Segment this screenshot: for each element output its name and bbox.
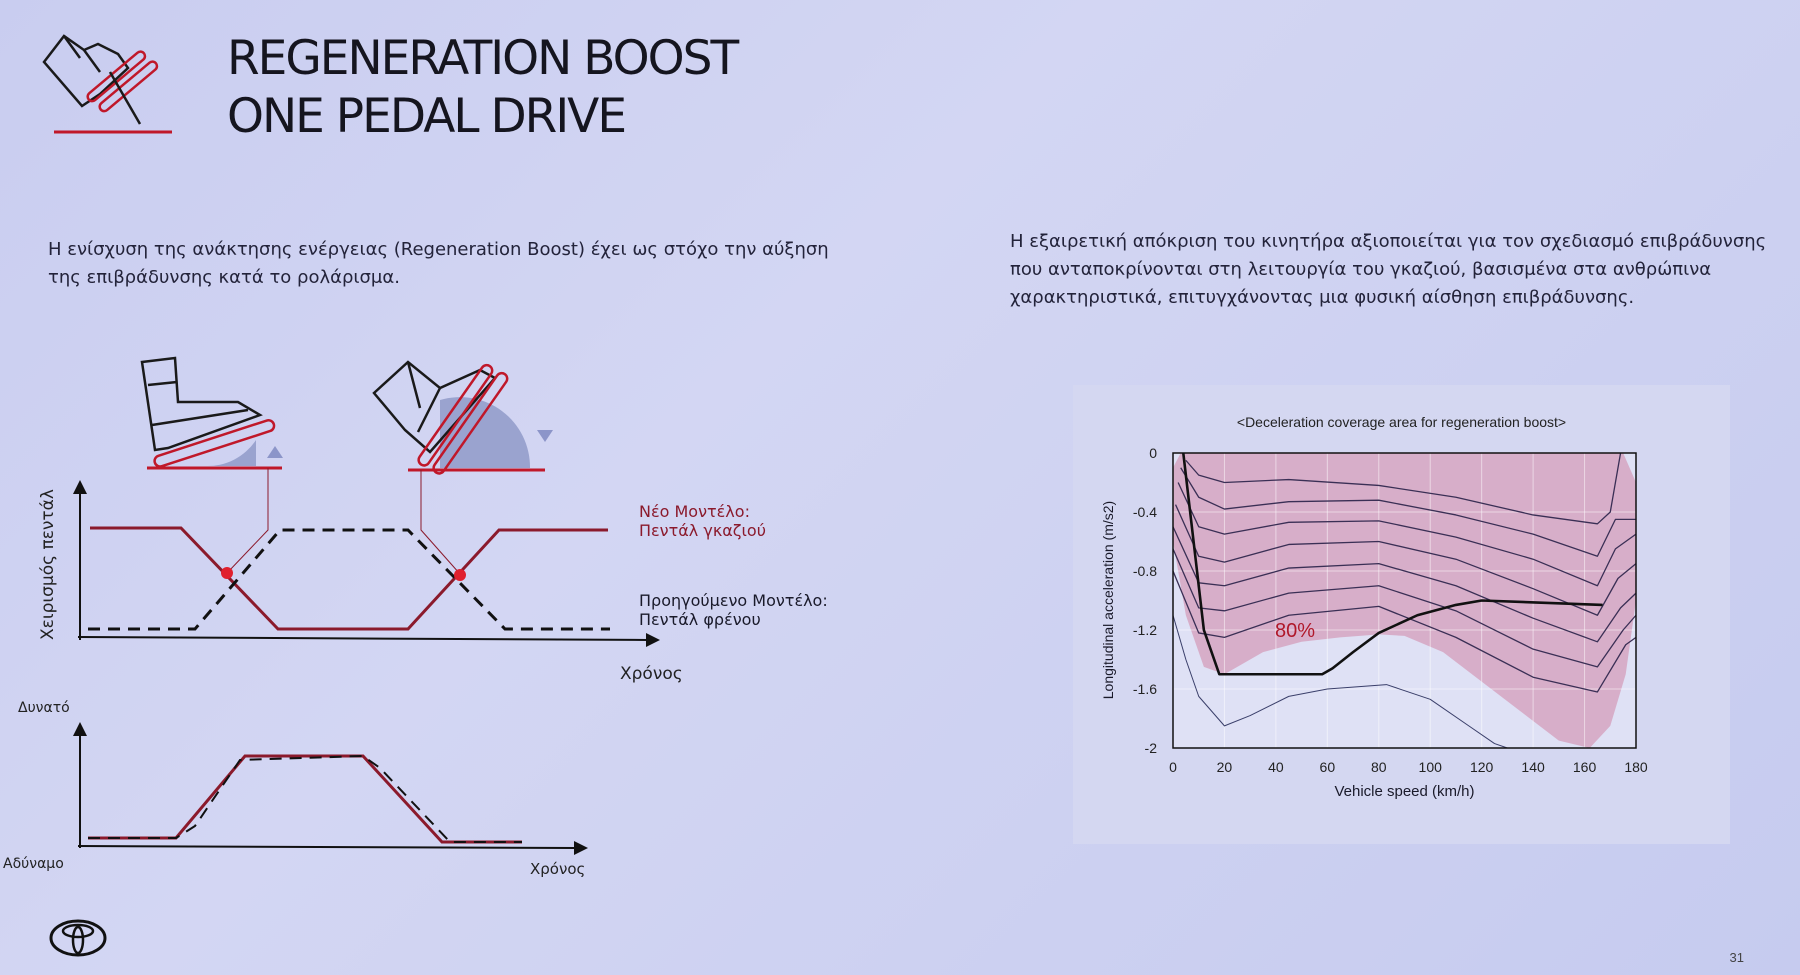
contour-line [1172, 526, 1637, 643]
legend-new-model-line1: Νέο Μοντέλο: [639, 502, 750, 521]
legend-previous-model-line1: Προηγούμενο Μοντέλο: [639, 591, 828, 610]
weak-label: Αδύναμο [3, 856, 64, 872]
contour-line [1177, 482, 1637, 587]
chart-y-label: Longitudinal acceleration (m/s2) [1100, 500, 1116, 700]
time-axis-label-2: Χρόνος [530, 860, 586, 878]
y-tick-label: -1.2 [1133, 622, 1157, 638]
y-tick-label: -0.8 [1133, 563, 1157, 579]
time-axis-label: Χρόνος [620, 664, 683, 684]
page-title: REGENERATION BOOST ONE PEDAL DRIVE [227, 30, 739, 146]
foot-pressed-icon [372, 360, 553, 475]
legend-new-model-line2: Πεντάλ γκαζιού [639, 521, 766, 540]
foot-on-pedal-icon [42, 34, 172, 134]
accelerator-pedal-line [90, 526, 608, 631]
chart-x-label: Vehicle speed (km/h) [1334, 783, 1475, 800]
x-tick-label: 180 [1624, 759, 1648, 775]
x-tick-label: 140 [1521, 759, 1545, 775]
x-tick-label: 20 [1217, 759, 1233, 775]
pedal-operation-diagram [73, 356, 660, 855]
contour-line [1180, 467, 1636, 557]
title-line-2: ONE PEDAL DRIVE [227, 89, 627, 144]
y-tick-label: -2 [1145, 740, 1158, 756]
crossover-point [454, 569, 466, 581]
legend-previous-model: Προηγούμενο Μοντέλο: Πεντάλ φρένου [639, 591, 828, 629]
y-tick-label: -1.6 [1133, 681, 1157, 697]
title-line-1: REGENERATION BOOST [227, 31, 739, 86]
page-number: 31 [1729, 950, 1744, 965]
coverage-area-80pct [1173, 453, 1636, 748]
x-tick-label: 0 [1169, 759, 1177, 775]
contour-line [1185, 452, 1622, 525]
x-tick-label: 160 [1573, 759, 1597, 775]
contour-line [1174, 504, 1637, 616]
x-tick-label: 80 [1371, 759, 1387, 775]
right-description: Η εξαιρετική απόκριση του κινητήρα αξιοπ… [1010, 231, 1767, 308]
x-tick-label: 100 [1419, 759, 1443, 775]
left-description: Η ενίσχυση της ανάκτησης ενέργειας (Rege… [48, 239, 829, 288]
contour-line [1172, 548, 1637, 668]
legend-previous-model-line2: Πεντάλ φρένου [639, 610, 761, 629]
toyota-logo [49, 919, 107, 957]
brake-pedal-line [88, 528, 610, 631]
contour-line [1172, 570, 1637, 693]
strong-label: Δυνατό [18, 700, 70, 716]
y-tick-label: -0.4 [1133, 504, 1157, 520]
chart-annotation-80pct: 80% [1275, 620, 1316, 642]
previous-model-deceleration-line [88, 754, 522, 843]
outer-contour-line [1172, 615, 1508, 749]
plot-frame [1172, 452, 1637, 749]
crossover-point [221, 567, 233, 579]
chart-title: <Deceleration coverage area for regenera… [1236, 414, 1567, 430]
foot-released-icon [140, 356, 283, 470]
x-tick-label: 120 [1470, 759, 1494, 775]
regeneration-boost-line [1181, 452, 1603, 676]
x-tick-label: 40 [1268, 759, 1284, 775]
y-tick-label: 0 [1149, 445, 1157, 461]
x-tick-label: 60 [1320, 759, 1336, 775]
legend-new-model: Νέο Μοντέλο: Πεντάλ γκαζιού [639, 502, 766, 540]
